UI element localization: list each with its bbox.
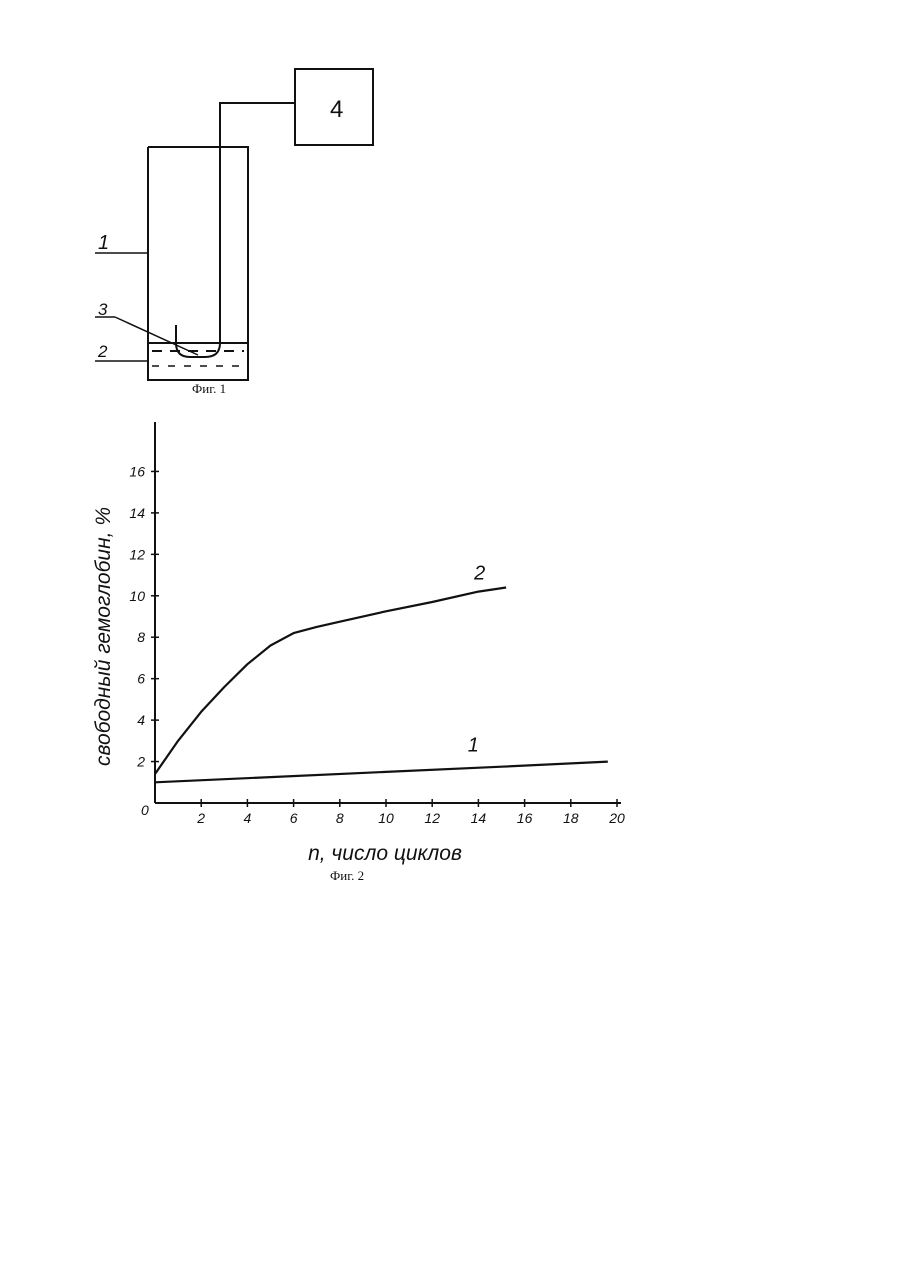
series-label-1: 1 bbox=[468, 735, 479, 757]
x-tick-label: 4 bbox=[244, 810, 252, 826]
x-axis-label: n, число циклов bbox=[308, 842, 462, 865]
x-tick-label: 2 bbox=[196, 810, 205, 826]
probe-tube bbox=[175, 102, 295, 358]
y-tick-label: 4 bbox=[137, 712, 145, 728]
vessel-outline bbox=[147, 146, 249, 381]
x-tick-label: 10 bbox=[378, 810, 394, 826]
y-tick-label: 10 bbox=[129, 588, 145, 604]
label-liquid: 2 bbox=[97, 342, 108, 361]
x-tick-label: 14 bbox=[471, 810, 487, 826]
y-tick-label: 12 bbox=[129, 546, 145, 562]
figure-2-caption: Фиг. 2 bbox=[330, 868, 365, 883]
x-tick-label: 16 bbox=[517, 810, 533, 826]
y-axis-label: свободный гемоглобин, % bbox=[92, 507, 115, 766]
origin-label: 0 bbox=[141, 802, 149, 818]
label-vessel: 1 bbox=[98, 232, 109, 254]
figure-1-svg: 4 1 3 2 bbox=[95, 68, 374, 381]
x-tick-label: 12 bbox=[424, 810, 440, 826]
x-tick-label: 8 bbox=[336, 810, 344, 826]
x-tick-label: 6 bbox=[290, 810, 298, 826]
y-tick-label: 14 bbox=[129, 505, 145, 521]
chart-series-layer: 12 bbox=[154, 562, 608, 784]
y-tick-label: 2 bbox=[136, 754, 145, 770]
x-tick-label: 18 bbox=[563, 810, 579, 826]
chart-axes bbox=[154, 422, 621, 804]
figure-1-caption: Фиг. 1 bbox=[192, 381, 227, 396]
y-tick-label: 6 bbox=[137, 671, 145, 687]
label-device: 4 bbox=[330, 96, 343, 123]
y-tick-label: 16 bbox=[129, 463, 145, 479]
x-tick-label: 20 bbox=[608, 810, 625, 826]
device-box bbox=[294, 68, 374, 146]
figure-1-diagram: 4 1 3 2 Фиг. 1 bbox=[80, 55, 400, 400]
series-line-1 bbox=[154, 760, 608, 784]
y-tick-label: 8 bbox=[137, 629, 145, 645]
label-probe: 3 bbox=[98, 300, 108, 319]
leader-line-3b bbox=[114, 316, 199, 356]
series-line-2 bbox=[154, 586, 507, 775]
series-label-2: 2 bbox=[473, 562, 485, 584]
